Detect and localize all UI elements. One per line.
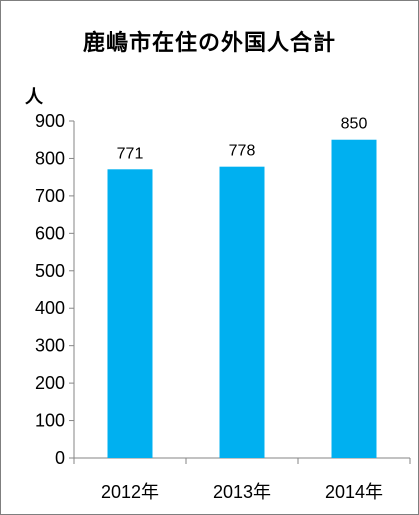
data-label: 771: [117, 145, 144, 162]
bar-2012年: [107, 169, 153, 458]
y-tick-label: 500: [35, 261, 65, 281]
y-tick-label: 600: [35, 223, 65, 243]
y-tick-label: 300: [35, 336, 65, 356]
x-tick-label: 2014年: [325, 482, 383, 502]
y-axis-unit-label: 人: [25, 87, 43, 108]
bar-2014年: [331, 139, 377, 458]
y-axis-ticks: 0 100 200 300 400 500 600 700 800 900: [35, 111, 74, 468]
y-tick-label: 0: [55, 448, 65, 468]
x-tick-label: 2013年: [213, 482, 271, 502]
data-label: 778: [229, 143, 256, 160]
y-tick-label: 100: [35, 411, 65, 431]
bar-2013年: [219, 166, 265, 458]
x-tick-label: 2012年: [101, 482, 159, 502]
y-tick-label: 400: [35, 298, 65, 318]
y-tick-label: 700: [35, 186, 65, 206]
y-tick-label: 900: [35, 111, 65, 131]
bars: 771 778 850: [107, 116, 377, 458]
y-tick-label: 800: [35, 148, 65, 168]
chart-title: 鹿嶋市在住の外国人合計: [82, 31, 336, 56]
y-tick-label: 200: [35, 373, 65, 393]
x-axis-tick-labels: 2012年 2013年 2014年: [101, 482, 383, 502]
data-label: 850: [341, 116, 368, 133]
